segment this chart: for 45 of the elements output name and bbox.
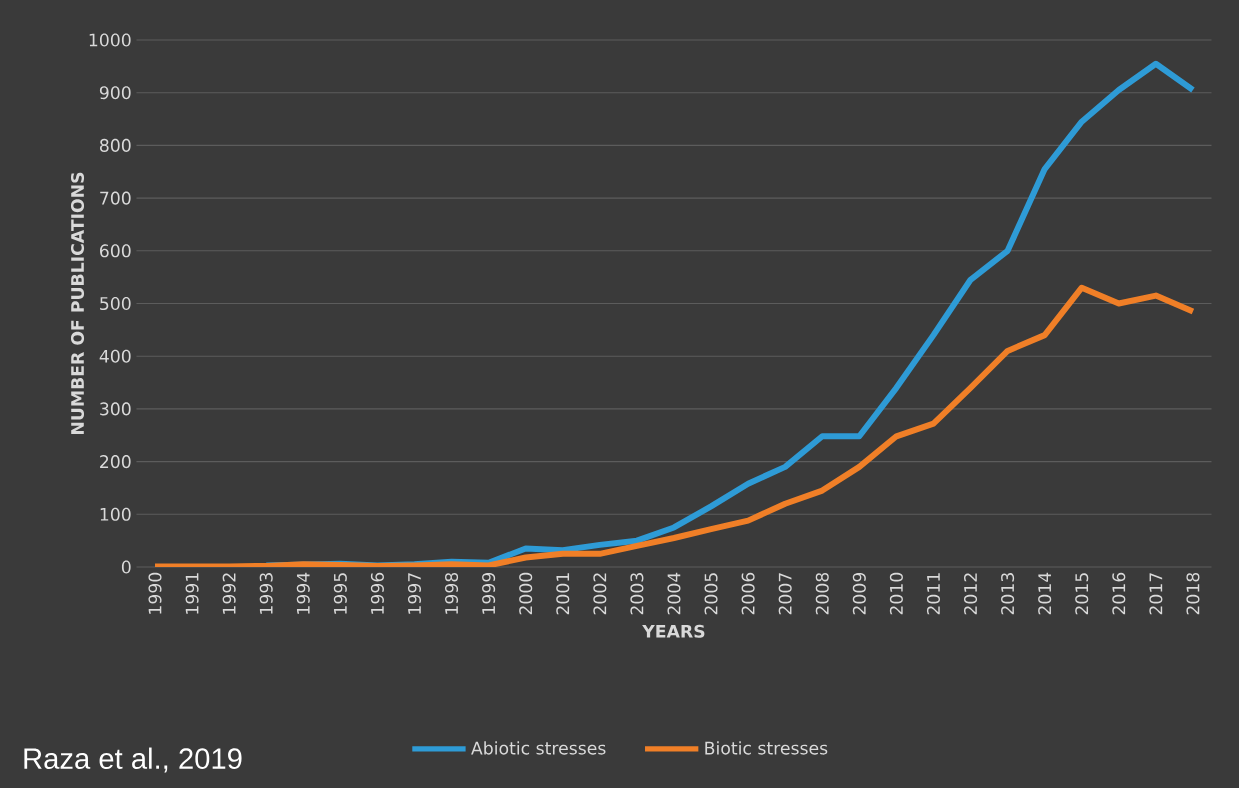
y-tick-label: 200 xyxy=(100,455,131,469)
x-tick-label: 2002 xyxy=(593,573,607,615)
x-tick-label: 2015 xyxy=(1075,573,1089,615)
y-tick-label: 400 xyxy=(99,349,131,363)
x-tick-label: 2018 xyxy=(1186,572,1200,615)
x-axis-title: YEARS xyxy=(642,624,705,638)
y-tick-label: 800 xyxy=(99,138,131,152)
x-tick-label: 1999 xyxy=(482,572,496,614)
legend-label: Abiotic stresses xyxy=(471,741,606,755)
x-tick-label: 2006 xyxy=(741,572,755,615)
text: Raza et al., 2019 xyxy=(24,747,242,773)
x-tick-label: 1992 xyxy=(222,573,236,614)
x-tick-label: 1990 xyxy=(148,572,162,614)
y-tick-label: 0 xyxy=(121,560,131,574)
x-tick-label: 2005 xyxy=(704,573,718,615)
y-axis-title: NUMBER OF PUBLICATIONS xyxy=(70,172,85,434)
y-tick-label: 1000 xyxy=(89,33,131,47)
x-tick-label: 2007 xyxy=(778,573,792,615)
x-tick-label: 2017 xyxy=(1149,573,1163,615)
x-tick-label: 1998 xyxy=(445,572,459,614)
x-tick-label: 1995 xyxy=(333,573,347,614)
x-tick-label: 2001 xyxy=(556,573,570,615)
legend-label: Biotic stresses xyxy=(705,741,828,755)
x-tick-label: 2000 xyxy=(519,572,533,615)
y-tick-label: 500 xyxy=(100,296,131,311)
x-tick-label: 1996 xyxy=(370,572,384,614)
x-tick-label: 1994 xyxy=(296,572,310,614)
x-tick-label: 2016 xyxy=(1112,572,1126,615)
x-tick-label: 2010 xyxy=(889,572,903,615)
x-tick-label: 2012 xyxy=(964,573,978,615)
x-tick-label: 2009 xyxy=(852,572,866,615)
x-tick-label: 1991 xyxy=(185,573,199,614)
x-tick-label: 2004 xyxy=(667,572,681,615)
y-tick-label: 100 xyxy=(100,507,131,521)
x-tick-label: 2013 xyxy=(1001,573,1015,615)
x-tick-label: 1993 xyxy=(259,573,273,614)
x-tick-label: 2003 xyxy=(630,573,644,615)
x-tick-label: 2008 xyxy=(815,572,829,615)
y-tick-label: 600 xyxy=(100,244,131,258)
y-tick-label: 300 xyxy=(100,402,131,416)
y-tick-label: 700 xyxy=(100,191,131,205)
x-tick-label: 2011 xyxy=(926,573,940,615)
x-tick-label: 2014 xyxy=(1038,572,1052,615)
y-tick-label: 900 xyxy=(99,86,131,100)
x-tick-label: 1997 xyxy=(407,573,422,614)
